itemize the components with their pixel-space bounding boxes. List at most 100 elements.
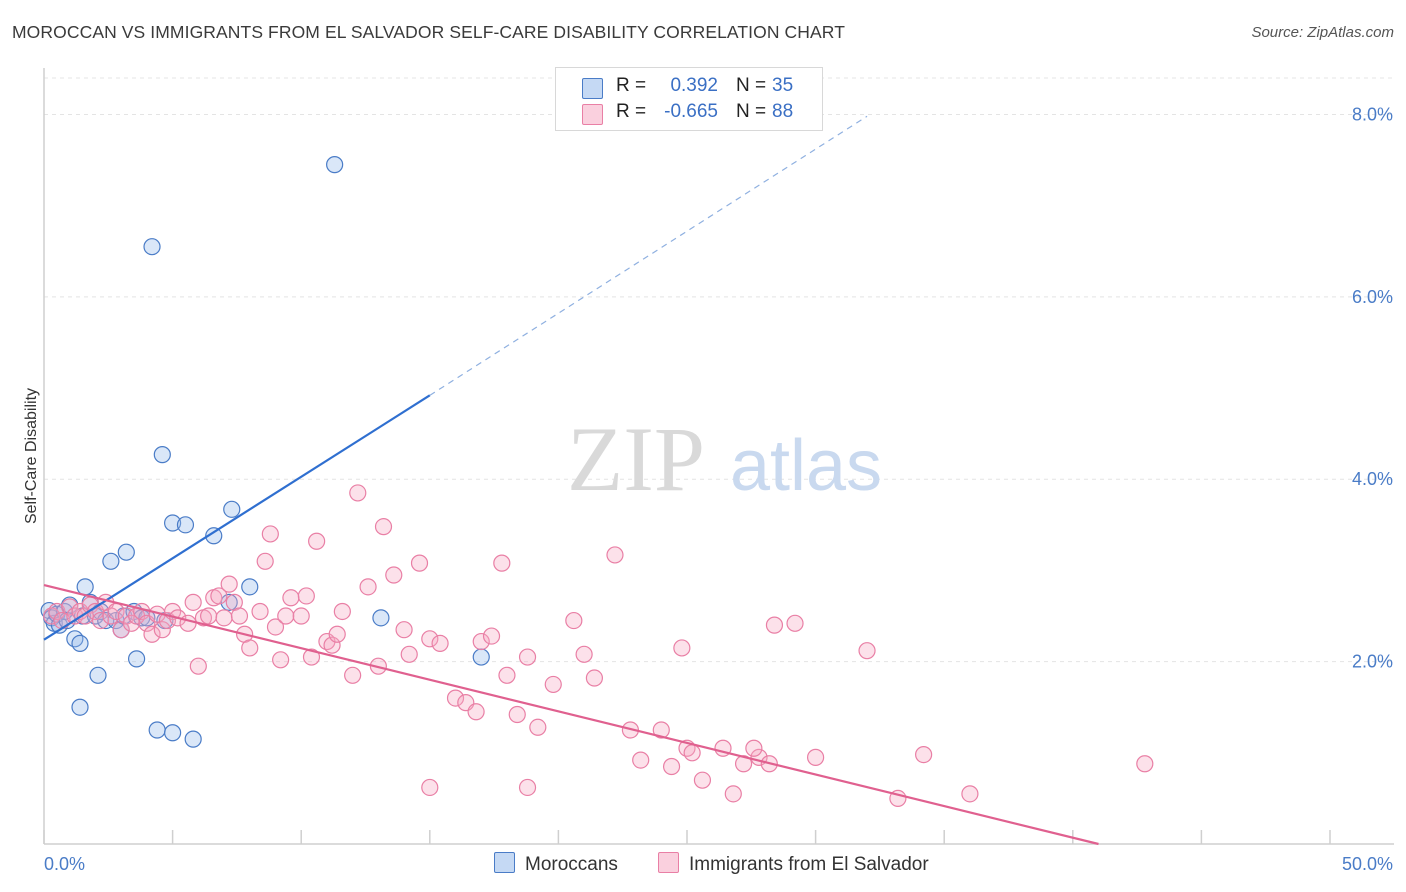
axes <box>43 68 1394 845</box>
data-point <box>344 666 362 684</box>
data-point <box>565 611 583 630</box>
swatch-pink <box>582 104 603 125</box>
data-point <box>164 724 182 742</box>
data-point <box>256 552 274 570</box>
data-point <box>652 721 670 739</box>
swatch-blue <box>582 78 603 99</box>
data-point <box>446 689 465 707</box>
data-point <box>431 634 449 652</box>
data-point <box>210 587 228 605</box>
swatch-pink <box>658 852 679 873</box>
data-point <box>220 593 238 611</box>
data-point <box>662 757 681 776</box>
data-point <box>143 625 161 643</box>
data-point <box>184 593 202 611</box>
stats-row-moroccans: R = 0.392 N = 35 <box>556 75 822 101</box>
data-point <box>467 703 485 721</box>
data-point <box>220 575 238 593</box>
data-point <box>61 598 79 616</box>
watermark: ZIP atlas <box>567 408 882 510</box>
swatch-blue <box>494 852 515 873</box>
legend-label: Immigrants from El Salvador <box>689 854 929 875</box>
legend-item-moroccans[interactable]: Moroccans <box>494 852 618 876</box>
data-point <box>786 614 804 632</box>
series-moroccans-points <box>40 156 490 748</box>
data-point <box>71 634 89 652</box>
data-point <box>117 543 135 561</box>
r-value: 0.392 <box>670 75 718 96</box>
data-point <box>421 778 439 797</box>
n-label: N = <box>736 75 767 96</box>
data-point <box>385 566 403 584</box>
data-point <box>266 618 285 636</box>
legend-item-el-salvador[interactable]: Immigrants from El Salvador <box>658 852 929 876</box>
data-point <box>215 609 233 627</box>
data-point <box>241 578 259 596</box>
r-value: -0.665 <box>664 101 718 122</box>
data-point <box>544 675 562 694</box>
x-tick-label: 0.0% <box>44 854 85 874</box>
trend-line-moroccans <box>43 394 431 641</box>
data-point <box>806 748 825 766</box>
data-point <box>508 705 526 724</box>
trend-line-moroccans-extension <box>429 115 868 396</box>
n-label: N = <box>736 101 767 122</box>
data-point <box>76 578 94 596</box>
series-el-salvador-points <box>43 484 1154 808</box>
y-tick-label: 2.0% <box>1352 652 1393 672</box>
data-point <box>282 589 300 607</box>
data-point <box>328 625 346 643</box>
data-point <box>241 639 259 657</box>
series-legend: Moroccans Immigrants from El Salvador <box>0 852 1406 876</box>
data-point <box>400 645 418 663</box>
data-point <box>961 785 979 803</box>
data-point <box>102 552 120 570</box>
data-point <box>89 666 107 684</box>
data-point <box>693 771 712 789</box>
legend-label: Moroccans <box>525 854 618 875</box>
data-point <box>724 785 742 803</box>
data-point <box>176 516 195 534</box>
data-point <box>858 642 876 660</box>
data-point <box>251 602 269 621</box>
data-point <box>205 527 223 545</box>
data-point <box>575 645 593 663</box>
data-point <box>71 698 89 716</box>
trend-line-el-salvador <box>43 583 1099 846</box>
data-point <box>395 621 413 639</box>
data-point <box>43 607 61 625</box>
watermark-atlas: atlas <box>730 426 882 506</box>
r-label: R = <box>616 101 647 122</box>
data-point <box>189 657 207 675</box>
data-point <box>585 669 604 687</box>
data-point <box>164 514 182 532</box>
data-point <box>143 238 161 256</box>
n-value: 88 <box>772 101 794 122</box>
y-axis-label: Self-Care Disability <box>23 388 40 524</box>
data-point <box>529 718 547 736</box>
data-point <box>498 666 516 684</box>
data-point <box>184 730 202 748</box>
y-tick-label: 6.0% <box>1352 287 1393 307</box>
data-point <box>632 751 650 769</box>
data-point <box>127 650 146 668</box>
data-point <box>673 639 691 657</box>
data-point <box>153 621 171 639</box>
data-point <box>308 532 326 550</box>
data-point <box>1136 755 1154 773</box>
data-point <box>261 525 279 543</box>
data-point <box>765 616 784 634</box>
data-point <box>292 607 310 625</box>
gridlines <box>44 77 1394 663</box>
data-point <box>518 648 537 666</box>
data-point <box>359 578 377 596</box>
tick-labels: 2.0% 4.0% 6.0% 8.0% 0.0% 50.0% <box>44 104 1393 874</box>
y-tick-label: 8.0% <box>1352 104 1393 124</box>
data-point <box>66 630 84 648</box>
trend-lines <box>43 115 1099 846</box>
data-point <box>349 484 367 502</box>
chart-title: MOROCCAN VS IMMIGRANTS FROM EL SALVADOR … <box>12 22 846 42</box>
data-point <box>472 648 490 666</box>
stats-row-el-salvador: R = -0.665 N = 88 <box>556 101 822 127</box>
